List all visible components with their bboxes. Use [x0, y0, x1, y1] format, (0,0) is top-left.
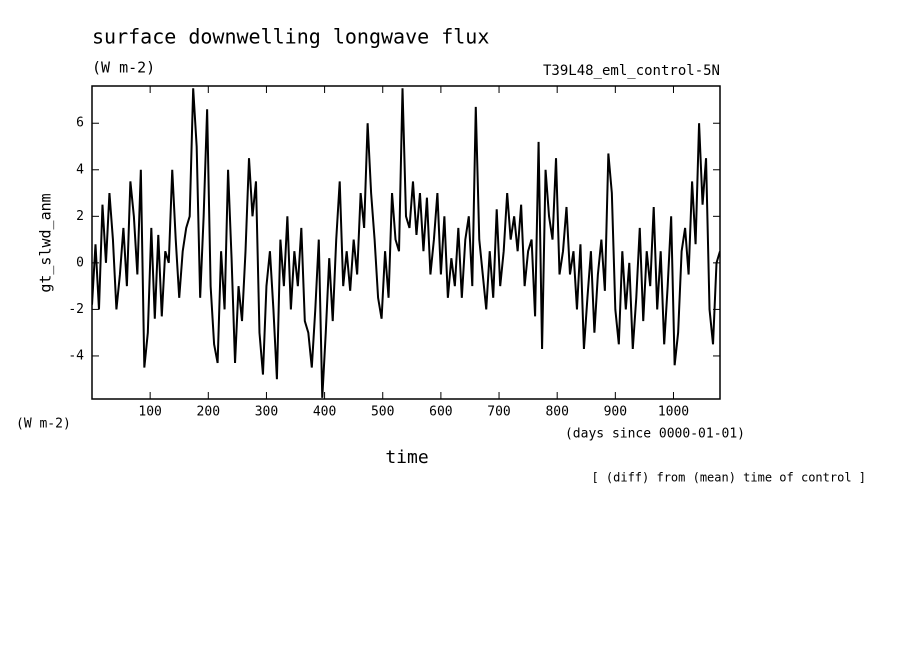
x-tick-label: 300 [255, 405, 278, 420]
data-line [92, 88, 720, 398]
x-tick-label: 400 [313, 405, 336, 420]
y-tick-label: 0 [76, 255, 84, 270]
x-tick-label: 1000 [658, 405, 689, 420]
plot-frame [91, 85, 721, 400]
y-tick-label: 4 [76, 162, 84, 177]
y-tick-label: -2 [68, 302, 84, 317]
x-tick-label: 900 [604, 405, 627, 420]
y-tick-label: 6 [76, 116, 84, 131]
x-tick-label: 500 [371, 405, 394, 420]
y-unit: (W m-2) [16, 417, 71, 432]
chart-title: surface downwelling longwave flux [92, 25, 489, 49]
x-tick-label: 700 [487, 405, 510, 420]
x-unit: (days since 0000-01-01) [565, 427, 745, 442]
x-tick-label: 200 [197, 405, 220, 420]
annotation: T39L48_eml_control-5N [543, 63, 720, 79]
x-axis-label: time [385, 447, 428, 468]
x-tick-label: 100 [138, 405, 161, 420]
y-axis-label: gt_slwd_anm [37, 193, 55, 292]
x-tick-label: 800 [545, 405, 568, 420]
y-tick-label: 2 [76, 209, 84, 224]
note: [ (diff) from (mean) time of control ] [591, 471, 866, 485]
subtitle: (W m-2) [92, 59, 155, 77]
y-tick-label: -4 [68, 348, 84, 363]
x-tick-label: 600 [429, 405, 452, 420]
